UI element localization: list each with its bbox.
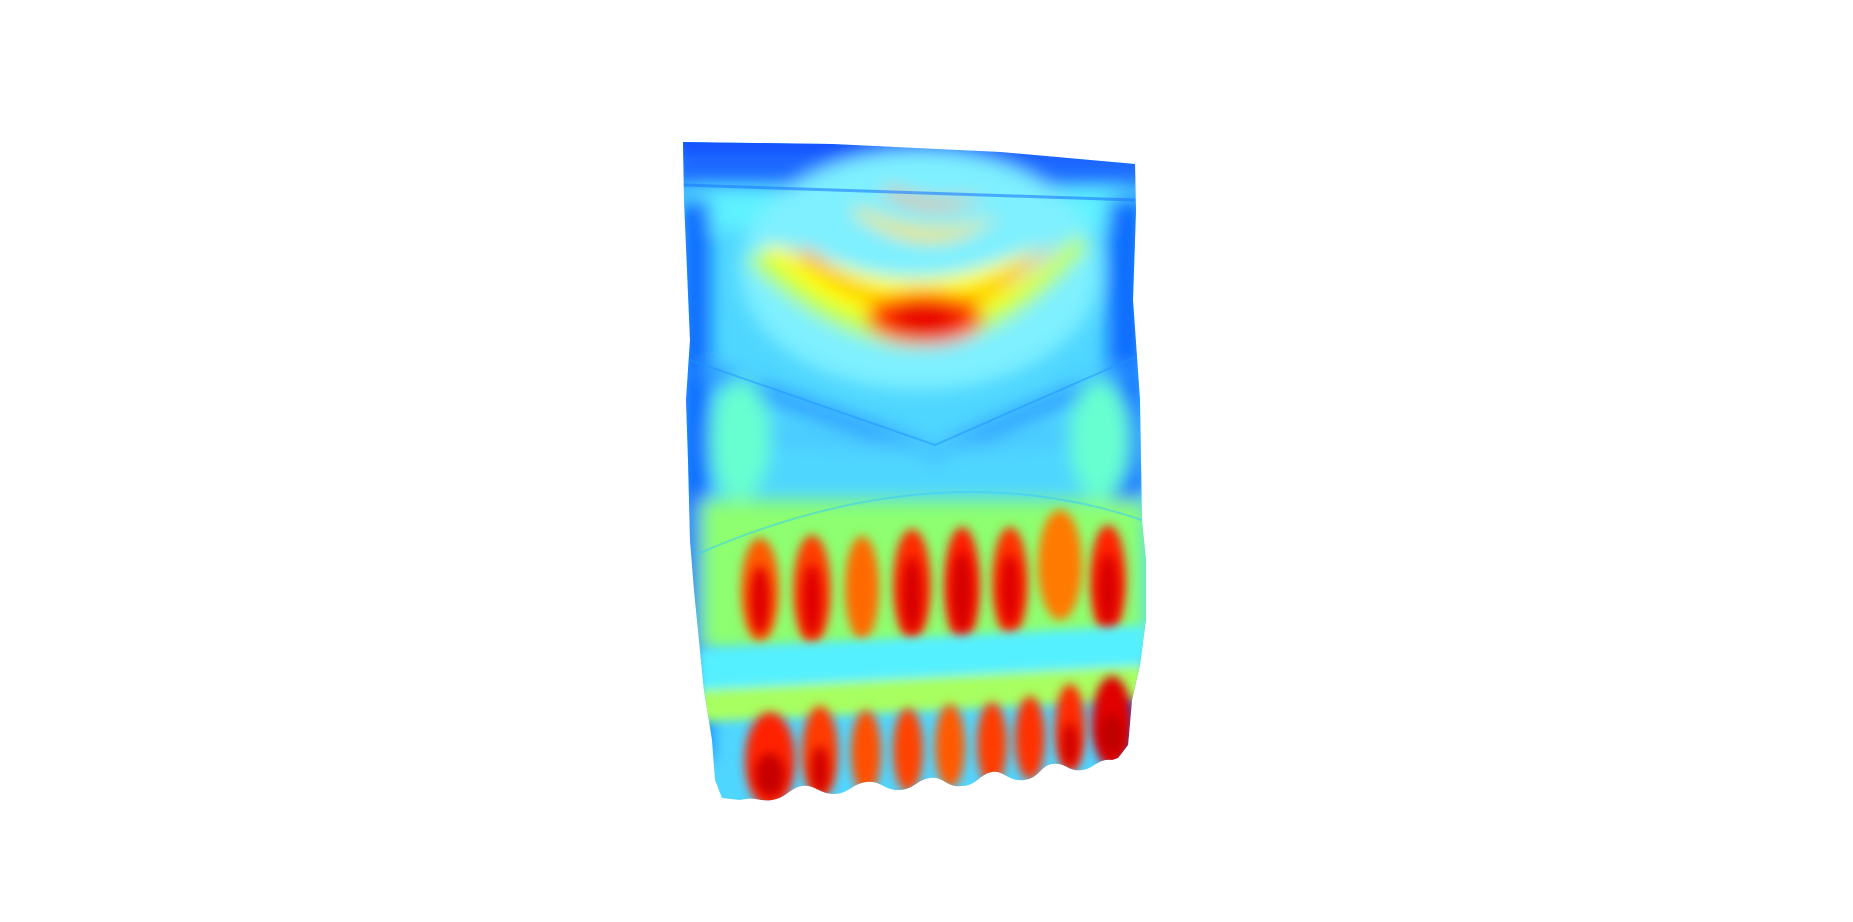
surface-render (683, 142, 1146, 801)
render-viewport[interactable] (0, 0, 1853, 922)
